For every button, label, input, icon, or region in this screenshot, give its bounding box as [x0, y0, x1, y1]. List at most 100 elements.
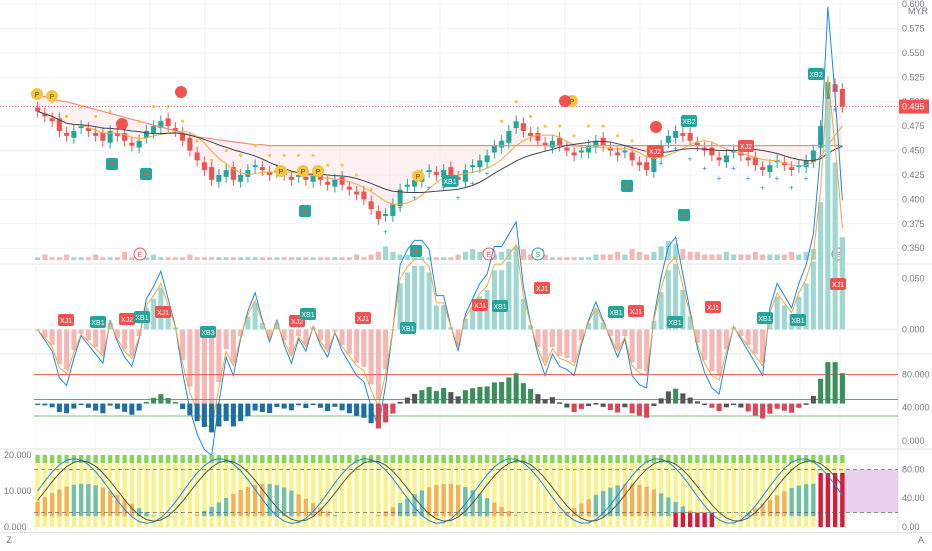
volume-bar — [775, 255, 780, 260]
volume-bar — [572, 257, 577, 260]
stoch-bg-bar — [144, 455, 148, 527]
trailing-stop-dot — [65, 115, 68, 118]
candle-body — [202, 162, 207, 170]
trailing-stop-cross: + — [412, 193, 417, 202]
stoch-mid-bar — [811, 484, 815, 516]
osc-signal-text: XB1 — [301, 312, 314, 319]
stoch-top-bar — [688, 455, 692, 463]
stoch-mid-bar — [630, 484, 634, 516]
auto-scale-button[interactable]: A — [914, 533, 928, 547]
osc-histogram-bar — [637, 330, 642, 370]
osc-histogram-bar — [369, 330, 374, 385]
stoch-top-bar — [673, 455, 677, 463]
stoch-mid-bar — [644, 487, 648, 516]
osc-histogram-bar — [550, 330, 555, 348]
osc-histogram-bar — [405, 272, 410, 329]
rsi-bar — [64, 404, 69, 414]
stoch-top-bar — [289, 455, 293, 463]
stoch-mid-bar — [57, 490, 61, 517]
stoch-mid-bar — [383, 511, 387, 516]
volume-bar — [282, 257, 287, 260]
price-tick-label: 0.525 — [902, 72, 925, 82]
stoch-mid-bar — [64, 487, 68, 517]
trailing-stop-dot — [500, 120, 503, 123]
stoch-top-bar — [238, 455, 242, 463]
trailing-stop-dot — [616, 134, 619, 137]
candle-body — [405, 185, 410, 187]
rsi-bar — [108, 404, 113, 406]
stoch-top-bar — [137, 455, 141, 463]
stoch-top-bar — [325, 455, 329, 463]
volume-bar — [71, 257, 76, 260]
rsi-bar — [57, 404, 62, 412]
volume-bar — [202, 257, 207, 260]
stoch-top-bar — [304, 455, 308, 463]
osc-histogram-bar — [506, 261, 511, 329]
rsi-bar — [608, 404, 613, 410]
osc-histogram-bar — [64, 330, 69, 370]
price-tick-label: 0.550 — [902, 48, 925, 58]
stoch-top-bar — [398, 455, 402, 463]
heart-marker-glyph: ♥ — [682, 211, 687, 220]
volume-bar — [746, 255, 751, 260]
volume-bar — [303, 257, 308, 260]
volume-bar — [659, 246, 664, 260]
stoch-mid-bar — [224, 498, 228, 516]
stoch-top-bar — [195, 455, 199, 463]
rsi-bar — [695, 401, 700, 403]
stoch-bg-bar — [173, 455, 177, 527]
rsi-bar — [289, 404, 294, 411]
candle-body — [564, 148, 569, 151]
candle-body — [216, 175, 221, 182]
trailing-stop-dot — [544, 125, 547, 128]
rsi-bar — [760, 404, 765, 419]
candle-body — [840, 89, 845, 107]
rsi-bar — [347, 404, 352, 414]
candle-body — [50, 118, 55, 121]
rsi-bar — [71, 404, 76, 409]
trailing-stop-cross: + — [746, 174, 751, 183]
candle-body — [224, 170, 229, 177]
candle-body — [477, 160, 482, 167]
trailing-stop-cross: + — [673, 145, 678, 154]
p-flag-marker-text: P — [416, 174, 421, 181]
rsi-bar — [303, 404, 308, 408]
stoch-mid-bar — [666, 498, 670, 517]
zoom-button[interactable]: Z — [2, 533, 16, 547]
candle-body — [499, 141, 504, 148]
trailing-stop-dot — [225, 149, 228, 152]
stoch-top-bar — [681, 455, 685, 463]
stoch-top-bar — [586, 455, 590, 463]
stoch-top-bar — [391, 455, 395, 463]
stoch-top-bar — [615, 455, 619, 463]
osc-signal-text: XJ1 — [157, 310, 169, 317]
stoch-bg-bar — [151, 455, 155, 527]
candle-body — [579, 151, 584, 153]
price-tick-label: 0.350 — [902, 243, 925, 253]
candle-body — [260, 167, 265, 170]
trailing-stop-dot — [602, 125, 605, 128]
rsi-bar — [492, 382, 497, 403]
trailing-stop-cross: + — [470, 179, 475, 188]
stoch-bg-bar — [731, 455, 735, 527]
price-tick-label: 0.375 — [902, 219, 925, 229]
trailing-stop-dot — [587, 125, 590, 128]
stoch-red-bar — [681, 513, 685, 527]
candle-body — [709, 148, 714, 156]
stoch-bg-bar — [536, 455, 540, 527]
stoch-top-bar — [79, 455, 83, 463]
osc-tick-label: 0.050 — [902, 273, 925, 283]
rsi-bar — [173, 402, 178, 404]
heart-marker-glyph: ♥ — [303, 207, 308, 216]
stoch-mid-bar — [202, 511, 206, 516]
time-axis-bar — [0, 532, 932, 551]
volume-bar — [79, 257, 84, 260]
volume-bar — [224, 257, 229, 260]
rsi-tick-label: 0.000 — [902, 436, 925, 446]
osc-histogram-bar — [746, 330, 751, 345]
rsi-bar — [673, 389, 678, 404]
candle-body — [100, 133, 105, 141]
stoch-right-tick: 0.00 — [902, 522, 920, 532]
candle-body — [369, 201, 374, 209]
